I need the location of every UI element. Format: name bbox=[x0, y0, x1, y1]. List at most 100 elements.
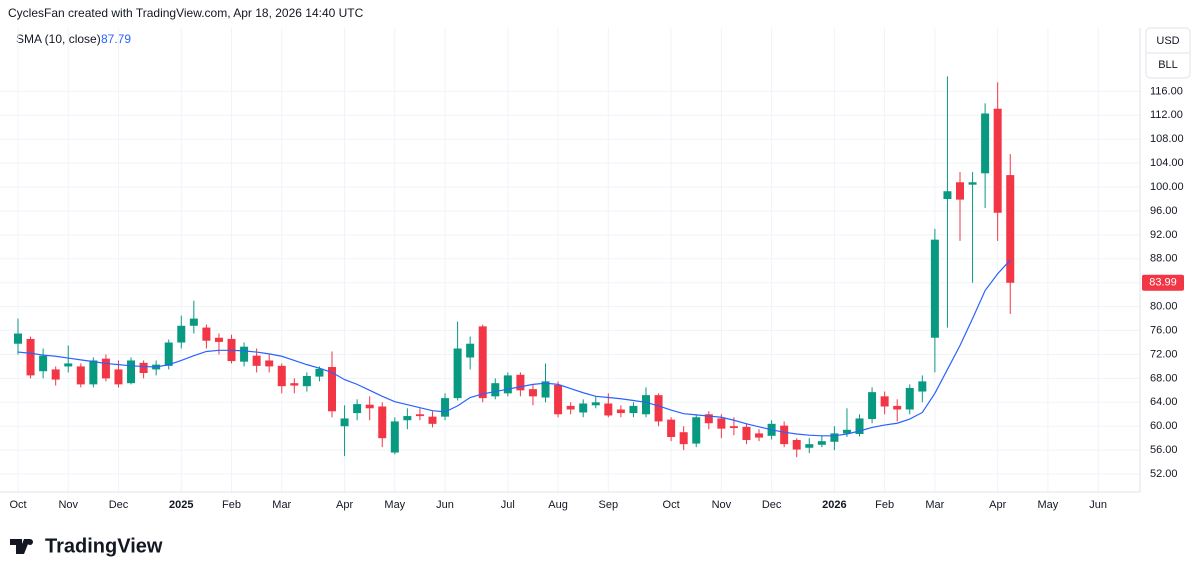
indicator-value: 87.79 bbox=[101, 32, 131, 46]
y-tick-label: 108.00 bbox=[1150, 133, 1184, 145]
candle-body bbox=[616, 409, 625, 414]
candle-body bbox=[956, 182, 964, 200]
candle-body bbox=[328, 367, 336, 412]
y-tick-label: 112.00 bbox=[1150, 109, 1183, 121]
y-tick-label: 116.00 bbox=[1150, 85, 1183, 97]
y-tick-label: 52.00 bbox=[1150, 468, 1178, 480]
candle-body bbox=[817, 441, 826, 445]
x-tick-label: Feb bbox=[222, 499, 241, 511]
candle-body bbox=[403, 416, 412, 421]
candle-body bbox=[315, 368, 324, 377]
candle-body bbox=[667, 419, 676, 437]
candle-body bbox=[114, 369, 123, 385]
y-tick-label: 92.00 bbox=[1150, 229, 1178, 241]
x-tick-label: Mar bbox=[925, 499, 944, 511]
candle-body bbox=[51, 369, 60, 380]
candle-body bbox=[302, 376, 311, 387]
candle-body bbox=[968, 182, 977, 185]
candle-body bbox=[993, 108, 1002, 213]
sma-line bbox=[17, 259, 1011, 437]
brand: TradingView bbox=[45, 535, 163, 557]
candle-body bbox=[491, 383, 500, 397]
currency[interactable]: USD bbox=[1156, 35, 1179, 47]
x-tick-label: Apr bbox=[336, 499, 353, 511]
symbol[interactable]: BLL bbox=[1158, 59, 1178, 71]
candle-body bbox=[453, 348, 462, 399]
candle-body bbox=[905, 387, 914, 410]
last-price-box bbox=[1142, 274, 1184, 291]
candle-body bbox=[265, 360, 274, 367]
candle-body bbox=[780, 425, 789, 445]
candle-body bbox=[214, 337, 223, 342]
candle-body bbox=[943, 191, 952, 200]
candle-body bbox=[792, 439, 801, 450]
candle-body bbox=[277, 365, 286, 387]
candle-body bbox=[855, 418, 864, 434]
candle-body bbox=[579, 403, 588, 413]
x-tick-label: 2026 bbox=[822, 499, 846, 511]
candle-body bbox=[930, 239, 939, 338]
header-title: CyclesFan created with TradingView.com, … bbox=[8, 6, 364, 20]
candle-body bbox=[14, 333, 22, 344]
logo-icon bbox=[10, 539, 30, 554]
candle-body bbox=[127, 360, 136, 384]
candle-body bbox=[918, 381, 927, 392]
candle-body bbox=[1006, 175, 1015, 283]
candle-body bbox=[755, 433, 764, 438]
x-tick-label: Nov bbox=[712, 499, 732, 511]
candle-body bbox=[64, 363, 73, 367]
logo bbox=[10, 539, 33, 554]
y-tick-label: 104.00 bbox=[1150, 157, 1184, 169]
x-tick-label: Mar bbox=[272, 499, 291, 511]
candle-body bbox=[629, 405, 638, 414]
candle-body bbox=[830, 433, 839, 442]
candle-body bbox=[591, 402, 600, 406]
candle-body bbox=[89, 360, 98, 385]
x-tick-label: Oct bbox=[663, 499, 680, 511]
candle-body bbox=[428, 416, 437, 424]
x-tick-label: Oct bbox=[9, 499, 26, 511]
candle-body bbox=[541, 381, 550, 398]
candle-body bbox=[642, 395, 650, 415]
candle-body bbox=[177, 325, 186, 343]
y-tick-label: 88.00 bbox=[1150, 253, 1178, 265]
last-price-label: 83.99 bbox=[1149, 277, 1177, 289]
candle-body bbox=[516, 374, 525, 391]
candle-body bbox=[39, 355, 48, 372]
candle-body bbox=[654, 395, 663, 422]
x-tick-label: Sep bbox=[599, 499, 619, 511]
x-tick-label: Jun bbox=[1089, 499, 1107, 511]
candle-body bbox=[466, 343, 475, 358]
candle-body bbox=[868, 392, 877, 420]
x-tick-label: Aug bbox=[548, 499, 568, 511]
y-tick-label: 60.00 bbox=[1150, 420, 1178, 432]
candle-body bbox=[189, 318, 198, 326]
candle-body bbox=[101, 358, 110, 379]
candle-body bbox=[729, 426, 738, 429]
candle-body bbox=[202, 327, 211, 341]
candle-body bbox=[390, 421, 399, 453]
candle-body bbox=[503, 375, 512, 394]
x-tick-label: Nov bbox=[58, 499, 78, 511]
candle-body bbox=[554, 384, 563, 415]
y-tick-label: 80.00 bbox=[1150, 301, 1178, 313]
y-tick-label: 72.00 bbox=[1150, 348, 1178, 360]
y-tick-label: 96.00 bbox=[1150, 205, 1178, 217]
x-tick-label: Jul bbox=[501, 499, 515, 511]
x-tick-label: 2025 bbox=[169, 499, 193, 511]
candle-body bbox=[139, 362, 148, 374]
x-tick-label: Feb bbox=[875, 499, 894, 511]
candle-body bbox=[893, 405, 902, 410]
plot: 52.00 56.00 60.00 64.00 68.00 72.00 76.00 80.00… bbox=[0, 28, 1184, 511]
x-tick-label: Apr bbox=[989, 499, 1006, 511]
y-tick-label: 76.00 bbox=[1150, 324, 1178, 336]
candle-body bbox=[365, 404, 374, 409]
candle-body bbox=[164, 342, 173, 366]
candle-body bbox=[528, 389, 537, 397]
candle-body bbox=[805, 444, 814, 448]
candle-body bbox=[76, 366, 85, 385]
candle-body bbox=[240, 346, 249, 362]
candle-body bbox=[692, 417, 701, 444]
candle-body bbox=[26, 338, 35, 376]
